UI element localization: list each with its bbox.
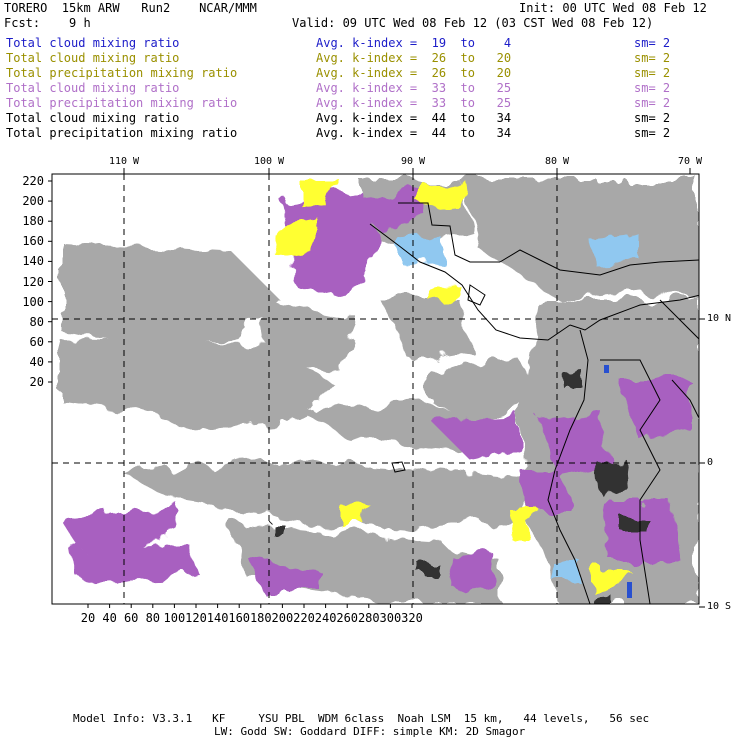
- plot-frame: [51, 173, 700, 605]
- legend-smoothing: sm= 2: [634, 36, 671, 50]
- run-title: TORERO 15km ARW Run2 NCAR/MMM: [4, 1, 257, 15]
- y-tick-label: 180: [22, 214, 44, 229]
- latitude-label: 0: [707, 457, 714, 468]
- y-tick-label: 140: [22, 254, 44, 269]
- model-info: Model Info: V3.3.1 KF YSU PBL WDM 6class…: [73, 712, 650, 725]
- cloud-field-deep-blue: [604, 365, 632, 598]
- x-tick-label: 20: [80, 611, 96, 625]
- legend-field-name: Total precipitation mixing ratio: [6, 96, 238, 110]
- legend-kindex: Avg. k-index = 33 to 25: [316, 81, 512, 95]
- legend-smoothing: sm= 2: [634, 126, 671, 140]
- longitude-label: 110 W: [108, 156, 140, 167]
- axis-ticks: [48, 168, 705, 608]
- latitude-label: 10 S: [707, 601, 732, 612]
- y-tick-label: 100: [22, 294, 44, 309]
- legend-field-name: Total cloud mixing ratio: [6, 51, 180, 65]
- x-tick-label: 80: [145, 611, 161, 625]
- longitude-label: 70 W: [677, 156, 703, 167]
- y-tick-label: 40: [29, 354, 44, 369]
- y-tick-label: 20: [29, 375, 44, 389]
- cloud-field-dark: [270, 373, 650, 604]
- forecast-hour: Fcst: 9 h: [4, 16, 91, 30]
- latitude-label: 10 N: [707, 313, 732, 324]
- cloud-field-blue: [400, 235, 640, 580]
- longitude-label: 100 W: [253, 156, 285, 167]
- legend-field-name: Total precipitation mixing ratio: [6, 126, 238, 140]
- graticule: [52, 174, 699, 604]
- legend-smoothing: sm= 2: [634, 81, 671, 95]
- legend-field-name: Total cloud mixing ratio: [6, 81, 180, 95]
- valid-time: Valid: 09 UTC Wed 08 Feb 12 (03 CST Wed …: [292, 16, 654, 30]
- x-tick-label: 40: [102, 611, 117, 625]
- legend-field-name: Total cloud mixing ratio: [6, 36, 180, 50]
- y-tick-label: 60: [29, 334, 44, 349]
- cloud-field-gray: [60, 180, 699, 604]
- legend-kindex: Avg. k-index = 44 to 34: [316, 126, 512, 140]
- x-tick-label: 260: [336, 611, 359, 625]
- x-tick-label: 320: [401, 611, 423, 625]
- x-tick-label: 300: [379, 611, 402, 625]
- x-tick-label: 200: [271, 611, 294, 625]
- x-tick-label: 60: [123, 611, 139, 625]
- x-tick-label: 280: [357, 611, 380, 625]
- cloud-field-yellow: [270, 180, 630, 590]
- legend-field-name: Total cloud mixing ratio: [6, 111, 180, 125]
- y-tick-label: 80: [29, 314, 44, 329]
- y-tick-label: 200: [22, 194, 44, 209]
- x-tick-label: 220: [293, 611, 315, 625]
- longitude-label: 90 W: [400, 156, 426, 167]
- physics-info: LW: Godd SW: Goddard DIFF: simple KM: 2D…: [214, 725, 526, 738]
- x-tick-label: 240: [314, 611, 337, 625]
- x-tick-label: 100: [163, 611, 186, 625]
- init-time: Init: 00 UTC Wed 08 Feb 12: [519, 1, 707, 15]
- legend-kindex: Avg. k-index = 19 to 4: [316, 36, 512, 50]
- y-tick-label: 160: [22, 234, 44, 249]
- legend-smoothing: sm= 2: [634, 111, 671, 125]
- x-tick-label: 140: [206, 611, 229, 625]
- x-tick-label: 160: [228, 611, 251, 625]
- y-tick-label: 120: [22, 274, 44, 289]
- legend-kindex: Avg. k-index = 26 to 20: [316, 51, 512, 65]
- legend-kindex: Avg. k-index = 26 to 20: [316, 66, 512, 80]
- x-tick-label: 180: [249, 611, 272, 625]
- legend-field-name: Total precipitation mixing ratio: [6, 66, 238, 80]
- longitude-label: 80 W: [544, 156, 570, 167]
- legend-smoothing: sm= 2: [634, 66, 671, 80]
- legend-smoothing: sm= 2: [634, 96, 671, 110]
- coastlines: [369, 202, 699, 604]
- x-tick-label: 120: [185, 611, 207, 625]
- legend-kindex: Avg. k-index = 44 to 34: [316, 111, 512, 125]
- legend-smoothing: sm= 2: [634, 51, 671, 65]
- y-tick-label: 220: [22, 174, 44, 188]
- legend-kindex: Avg. k-index = 33 to 25: [316, 96, 512, 110]
